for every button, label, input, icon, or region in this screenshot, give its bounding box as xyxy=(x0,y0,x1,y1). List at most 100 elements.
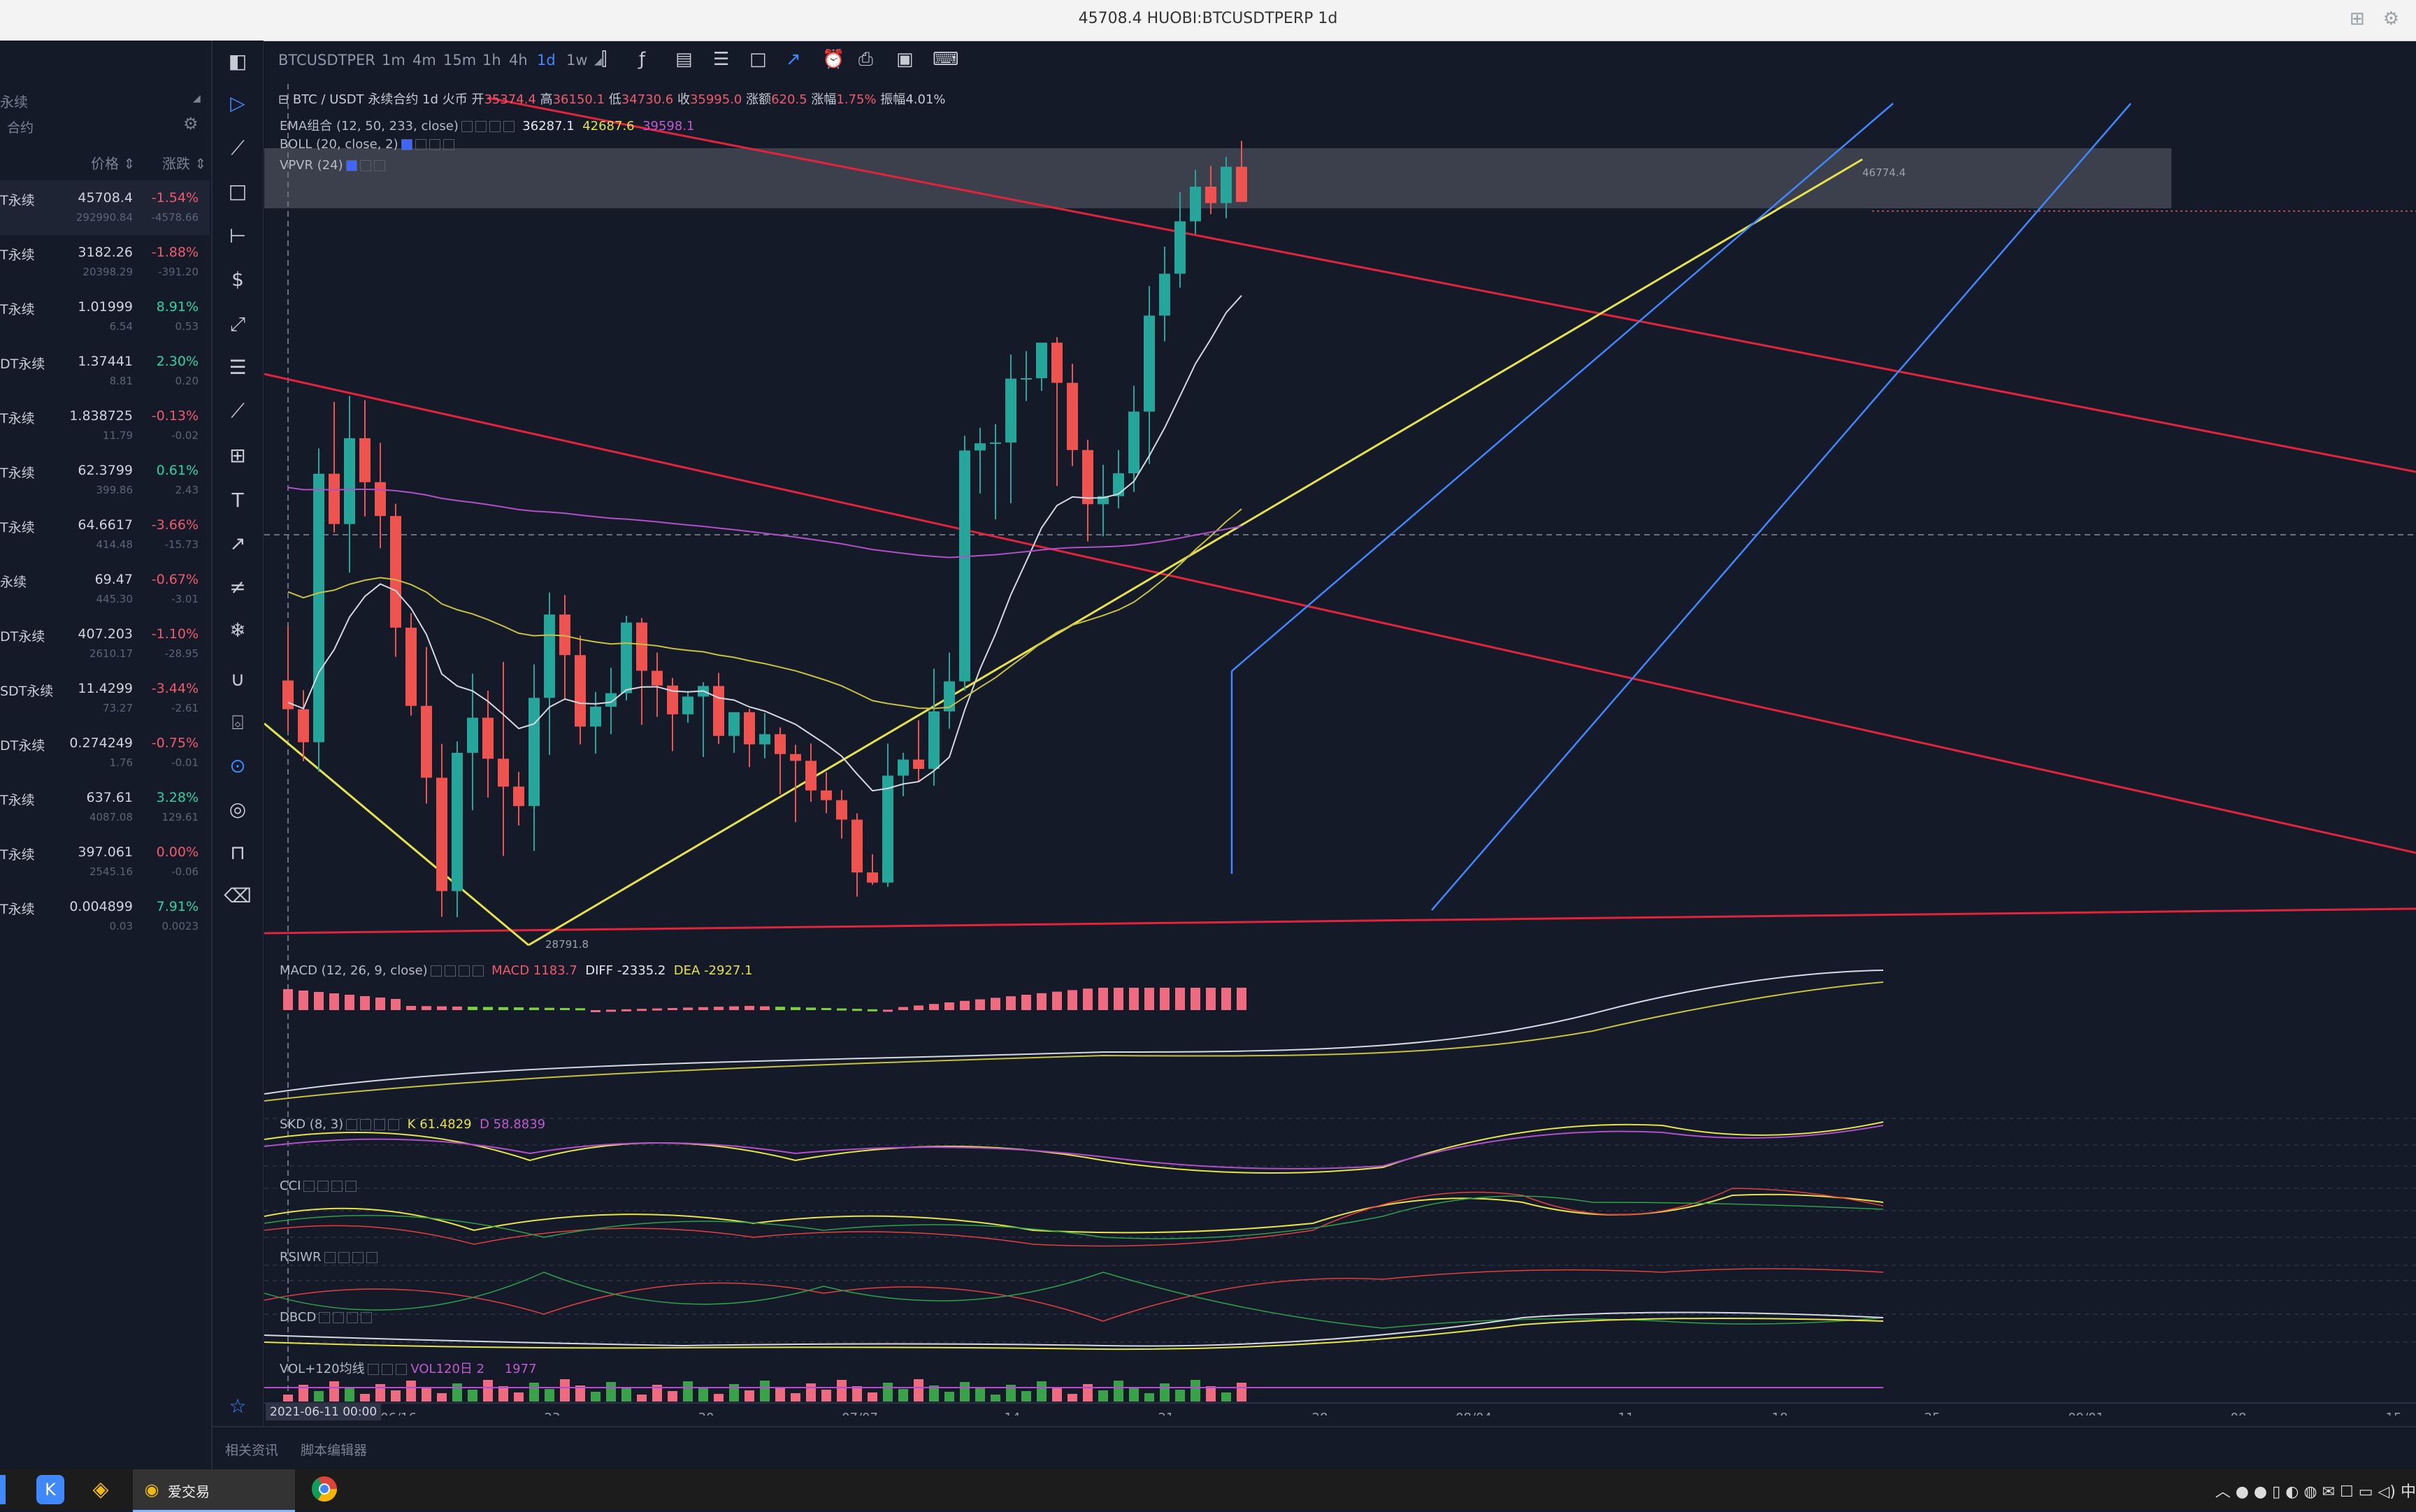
arrow-tool-icon[interactable]: ↗ xyxy=(229,532,246,555)
watchlist-price: 3182.26 xyxy=(78,245,133,260)
volume-bar xyxy=(960,1382,970,1402)
chrome-icon[interactable] xyxy=(310,1475,338,1504)
alarm-icon[interactable]: ⏰ xyxy=(822,49,845,70)
interval-button-1m[interactable]: 1m xyxy=(382,52,405,69)
candle-body xyxy=(1067,382,1078,450)
candle-body xyxy=(1021,377,1032,380)
watchlist-change-abs: 2.43 xyxy=(175,484,199,496)
line-chart-icon[interactable]: ↗ xyxy=(786,49,801,70)
candle-body xyxy=(821,790,832,800)
watchlist-row[interactable]: T永续 1.838725 -0.13% 11.79 -0.02 xyxy=(0,398,210,453)
interval-button-1w[interactable]: 1w xyxy=(566,52,588,69)
ema-long-line xyxy=(287,487,1242,559)
watchlist-row[interactable]: T永续 64.6617 -3.66% 414.48 -15.73 xyxy=(0,507,210,562)
sidebar-toggle-icon[interactable]: ◧ xyxy=(228,50,247,73)
news-tab[interactable]: 相关资讯 xyxy=(225,1443,279,1458)
taskbar-start-edge[interactable] xyxy=(0,1475,6,1504)
cursor-icon[interactable]: ▷ xyxy=(230,92,245,115)
watchlist-group-label[interactable]: 永续 xyxy=(0,94,28,110)
watchlist-row[interactable]: T永续 62.3799 0.61% 399.86 2.43 xyxy=(0,453,210,507)
macd-bar xyxy=(914,1005,923,1010)
watchlist-row[interactable]: DT永续 1.37441 2.30% 8.81 0.20 xyxy=(0,344,210,398)
watchlist-row[interactable]: T永续 637.61 3.28% 4087.08 129.61 xyxy=(0,780,210,835)
fullscreen-box-icon[interactable]: □ xyxy=(749,49,767,70)
indicator-icon[interactable]: ƒ xyxy=(639,49,646,70)
watchlist-row[interactable]: 永续 69.47 -0.67% 445.30 -3.01 xyxy=(0,562,210,617)
macd-bar xyxy=(637,1009,647,1011)
watchlist-change: -1.54% xyxy=(151,190,199,206)
volume-bar xyxy=(621,1388,631,1402)
snowflake-icon[interactable]: ❄ xyxy=(229,619,246,642)
macd-bar xyxy=(760,1006,770,1010)
watchlist-symbol: 永续 xyxy=(0,575,27,590)
volume-bar xyxy=(452,1383,462,1402)
collapse-legend-icon[interactable]: ⊟ xyxy=(278,92,289,107)
interval-button-1d[interactable]: 1d xyxy=(537,52,556,69)
eye-icon[interactable]: ◎ xyxy=(229,798,247,821)
template-icon[interactable]: ▤ xyxy=(675,49,693,70)
watchlist-settings-icon[interactable]: ⚙ xyxy=(183,114,199,134)
volume-bar xyxy=(1067,1394,1077,1402)
trend-line-icon[interactable]: ⟋ xyxy=(231,136,245,159)
watchlist-row[interactable]: T永续 397.061 0.00% 2545.16 -0.06 xyxy=(0,835,210,889)
interval-button-1h[interactable]: 1h xyxy=(482,52,501,69)
interval-button-4m[interactable]: 4m xyxy=(412,52,436,69)
rectangle-icon[interactable]: □ xyxy=(228,180,247,203)
watchlist-row[interactable]: T永续 45708.4 -1.54% 292990.84 -4578.66 xyxy=(0,180,210,235)
volume-bar xyxy=(560,1379,570,1402)
macd-dea-line xyxy=(264,981,1884,1102)
ray-icon[interactable]: ⤢ xyxy=(229,312,246,336)
column-header-price[interactable]: 价格 ⇕ xyxy=(91,155,136,172)
watchlist-row[interactable]: T永续 0.004899 7.91% 0.03 0.0023 xyxy=(0,889,210,944)
watchlist-sub-label[interactable]: 合约 xyxy=(7,120,34,136)
legend-amplitude: 4.01% xyxy=(905,92,946,107)
image-export-icon[interactable]: ▣ xyxy=(896,49,914,70)
watchlist-row[interactable]: DT永续 0.274249 -0.75% 1.76 -0.01 xyxy=(0,726,210,780)
candle-style-icon[interactable]: ⫿ xyxy=(601,49,607,70)
line-tool-icon[interactable]: ⟋ xyxy=(231,399,245,422)
watchlist-row[interactable]: SDT永续 11.4299 -3.44% 73.27 -2.61 xyxy=(0,671,210,726)
magnet-icon[interactable]: ∪ xyxy=(230,668,245,691)
eraser-icon[interactable]: ⌫ xyxy=(224,884,252,907)
cci-line xyxy=(264,1193,1884,1234)
watchlist-row[interactable]: T永续 3182.26 -1.88% 20398.29 -391.20 xyxy=(0,235,210,289)
candle-body xyxy=(1005,378,1016,442)
keyboard-icon[interactable]: ⌨ xyxy=(933,49,959,70)
watchlist-price: 407.203 xyxy=(78,626,133,642)
volume-bar xyxy=(637,1395,647,1402)
layout-icon[interactable]: ⊞ xyxy=(2349,8,2365,29)
system-tray[interactable]: ︿ ● ● ▯ ◐ ◍ ✉ ☐ ▭ ◁) 中 xyxy=(2215,1483,2416,1501)
script-editor-tab[interactable]: 脚本编辑器 xyxy=(301,1443,368,1458)
candle-body xyxy=(590,706,601,727)
grid-pattern-icon[interactable]: ⊞ xyxy=(229,444,246,467)
collapse-triangle-icon[interactable]: ◢ xyxy=(193,93,201,104)
layers-icon[interactable]: ☰ xyxy=(713,49,730,70)
parallel-channel-icon[interactable]: ☰ xyxy=(229,356,247,379)
watchlist-price: 45708.4 xyxy=(78,190,133,206)
legend-close: 35995.0 xyxy=(689,92,742,107)
candle-body xyxy=(298,709,309,742)
favorite-star-icon[interactable]: ☆ xyxy=(229,1395,247,1418)
text-tool-icon[interactable]: T xyxy=(231,489,244,512)
interval-button-4h[interactable]: 4h xyxy=(509,52,528,69)
chart-area[interactable]: 06/16 23 30 07/07 14 21 28 08/04 11 18 25 09/01 08 15… xyxy=(264,84,2416,1420)
watchlist-row[interactable]: DT永续 407.203 -1.10% 2610.17 -28.95 xyxy=(0,617,210,671)
replay-icon[interactable]: ⎙ xyxy=(858,49,873,70)
measure-icon[interactable]: ⊢ xyxy=(229,224,247,247)
skd-k-line xyxy=(264,1121,1884,1174)
settings-gear-icon[interactable]: ⚙ xyxy=(2382,8,2399,29)
column-header-change[interactable]: 涨跌 ⇕ xyxy=(162,155,207,172)
time-axis-label: 21 xyxy=(1158,1411,1174,1416)
watchlist-row[interactable]: T永续 1.01999 8.91% 6.54 0.53 xyxy=(0,289,210,344)
k-app-icon[interactable]: K xyxy=(36,1475,64,1504)
crosshair-icon[interactable]: ⊙ xyxy=(229,754,246,777)
lock-icon[interactable]: ⊓ xyxy=(230,841,245,864)
binance-app-icon[interactable]: ◈ xyxy=(92,1477,109,1502)
ruler-icon[interactable]: ⌺ xyxy=(231,711,244,734)
interval-button-15m[interactable]: 15m xyxy=(443,52,477,69)
price-chart[interactable]: 06/16 23 30 07/07 14 21 28 08/04 11 18 25 09/01 08 15 xyxy=(264,84,2416,1416)
symbol-search-input[interactable]: BTCUSDTPERP xyxy=(278,52,376,69)
price-range-icon[interactable]: $ xyxy=(231,268,244,291)
fib-tool-icon[interactable]: ≠ xyxy=(229,575,246,598)
interval-dropdown-icon[interactable]: ◢ xyxy=(594,56,602,67)
